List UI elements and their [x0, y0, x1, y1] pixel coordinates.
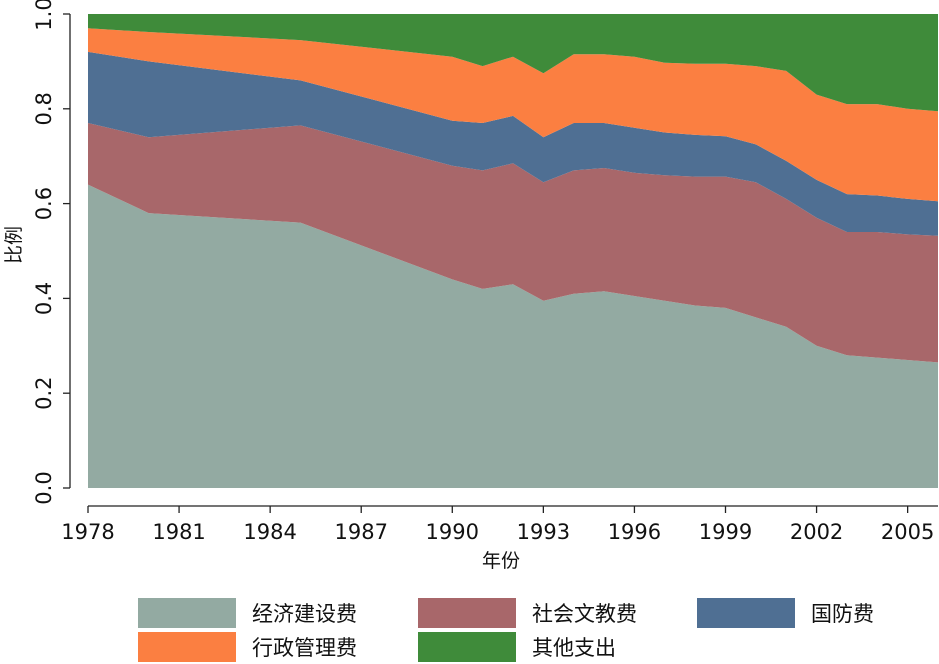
y-axis: 0.0 0.2 0.4 0.6 0.8 1.0	[32, 0, 71, 505]
legend-swatch	[418, 632, 516, 662]
x-axis-title: 年份	[482, 550, 520, 572]
x-tick-label: 1981	[152, 520, 205, 544]
y-tick-label: 0.8	[32, 92, 56, 125]
y-tick-label: 0.6	[32, 187, 56, 220]
area-series-2	[88, 123, 938, 363]
y-tick-label: 0.4	[32, 282, 56, 315]
legend-swatch	[138, 632, 236, 662]
x-tick-label: 1999	[699, 520, 752, 544]
area-series-5	[88, 14, 938, 112]
area-series-4	[88, 28, 938, 202]
legend-label: 行政管理费	[252, 636, 357, 660]
x-tick-label: 1978	[61, 520, 114, 544]
x-tick-label: 2005	[881, 520, 934, 544]
legend-swatch	[697, 598, 795, 628]
x-tick-label: 1984	[243, 520, 296, 544]
x-axis: 1978 1981 1984 1987 1990 1993 1996 1999 2002 2005	[61, 505, 938, 544]
legend-swatch	[418, 598, 516, 628]
y-axis-title: 比例	[3, 226, 25, 264]
legend-label: 国防费	[811, 602, 874, 626]
x-tick-label: 2002	[790, 520, 843, 544]
y-tick-label: 0.2	[32, 376, 56, 409]
legend-swatch	[138, 598, 236, 628]
y-tick-label: 0.0	[32, 471, 56, 504]
x-tick-label: 1993	[517, 520, 570, 544]
plot-area	[88, 14, 938, 488]
x-tick-label: 1987	[334, 520, 387, 544]
legend-label: 经济建设费	[252, 602, 357, 626]
area-series-3	[88, 51, 938, 236]
y-tick-label: 1.0	[32, 0, 56, 31]
legend-label: 社会文教费	[532, 602, 637, 626]
legend-label: 其他支出	[532, 636, 616, 660]
x-tick-label: 1996	[608, 520, 661, 544]
area-series-1	[88, 184, 938, 488]
x-tick-label: 1990	[426, 520, 479, 544]
